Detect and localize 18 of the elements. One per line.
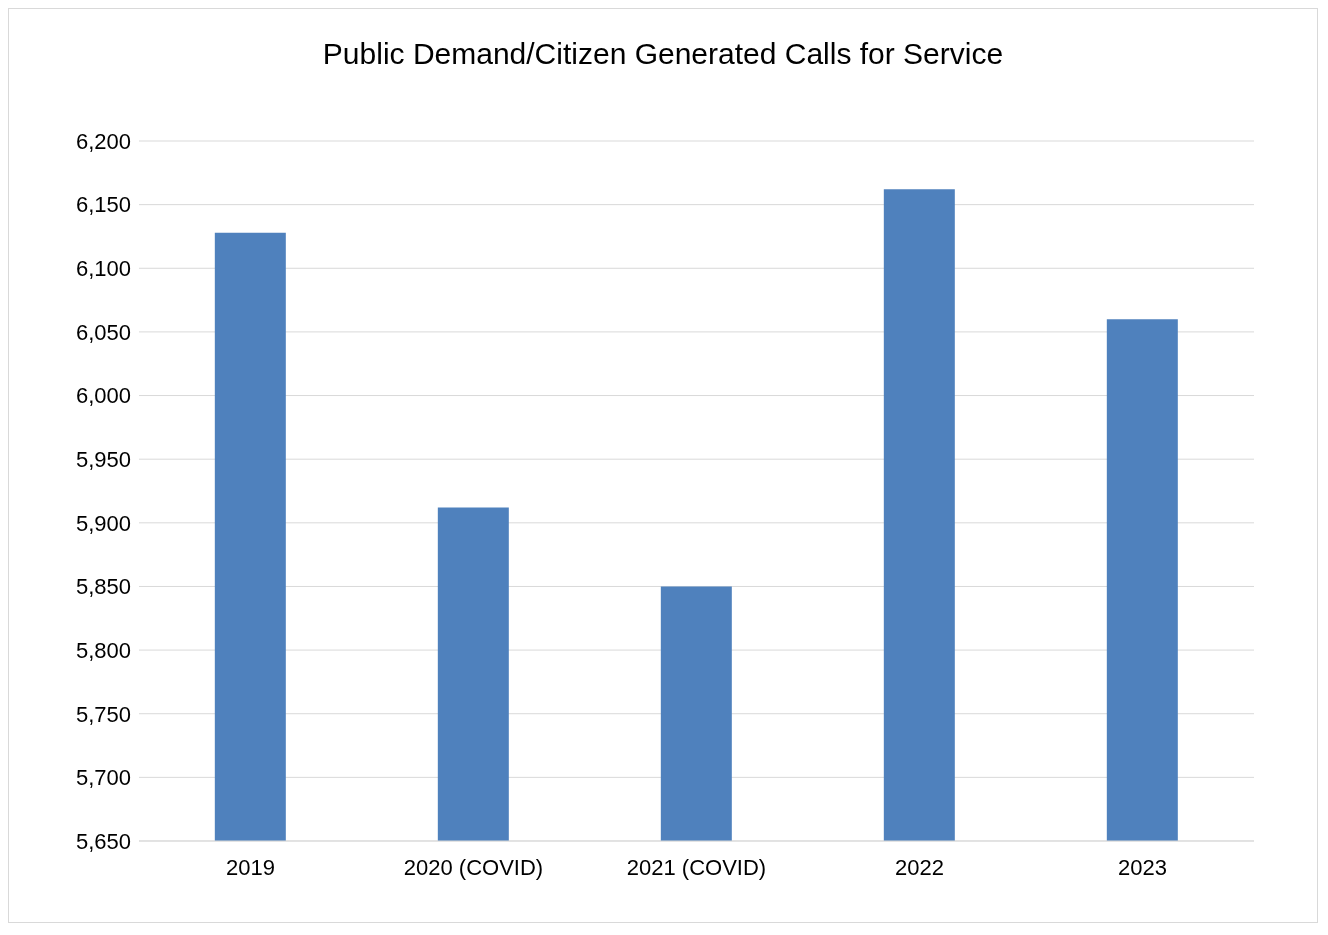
y-tick-label: 6,100 (75, 256, 131, 282)
x-tick-label: 2020 (COVID) (403, 854, 544, 880)
chart-title: Public Demand/Citizen Generated Calls for Service (321, 36, 1005, 71)
y-tick-label: 5,850 (75, 574, 131, 600)
x-tick-label: 2023 (1118, 854, 1167, 880)
y-tick-label: 5,900 (75, 510, 131, 536)
x-tick-label: 2021 (COVID) (626, 854, 767, 880)
y-tick-label: 5,650 (75, 828, 131, 854)
y-tick-label: 5,950 (75, 446, 131, 472)
y-tick-label: 6,200 (75, 128, 131, 154)
y-tick-label: 5,800 (75, 637, 131, 663)
y-tick-label: 5,700 (75, 765, 131, 791)
x-tick-label: 2019 (226, 854, 275, 880)
y-tick-label: 6,000 (75, 383, 131, 409)
y-tick-label: 6,150 (75, 192, 131, 218)
x-tick-label: 2022 (895, 854, 944, 880)
y-tick-label: 5,750 (75, 701, 131, 727)
y-tick-label: 6,050 (75, 319, 131, 345)
